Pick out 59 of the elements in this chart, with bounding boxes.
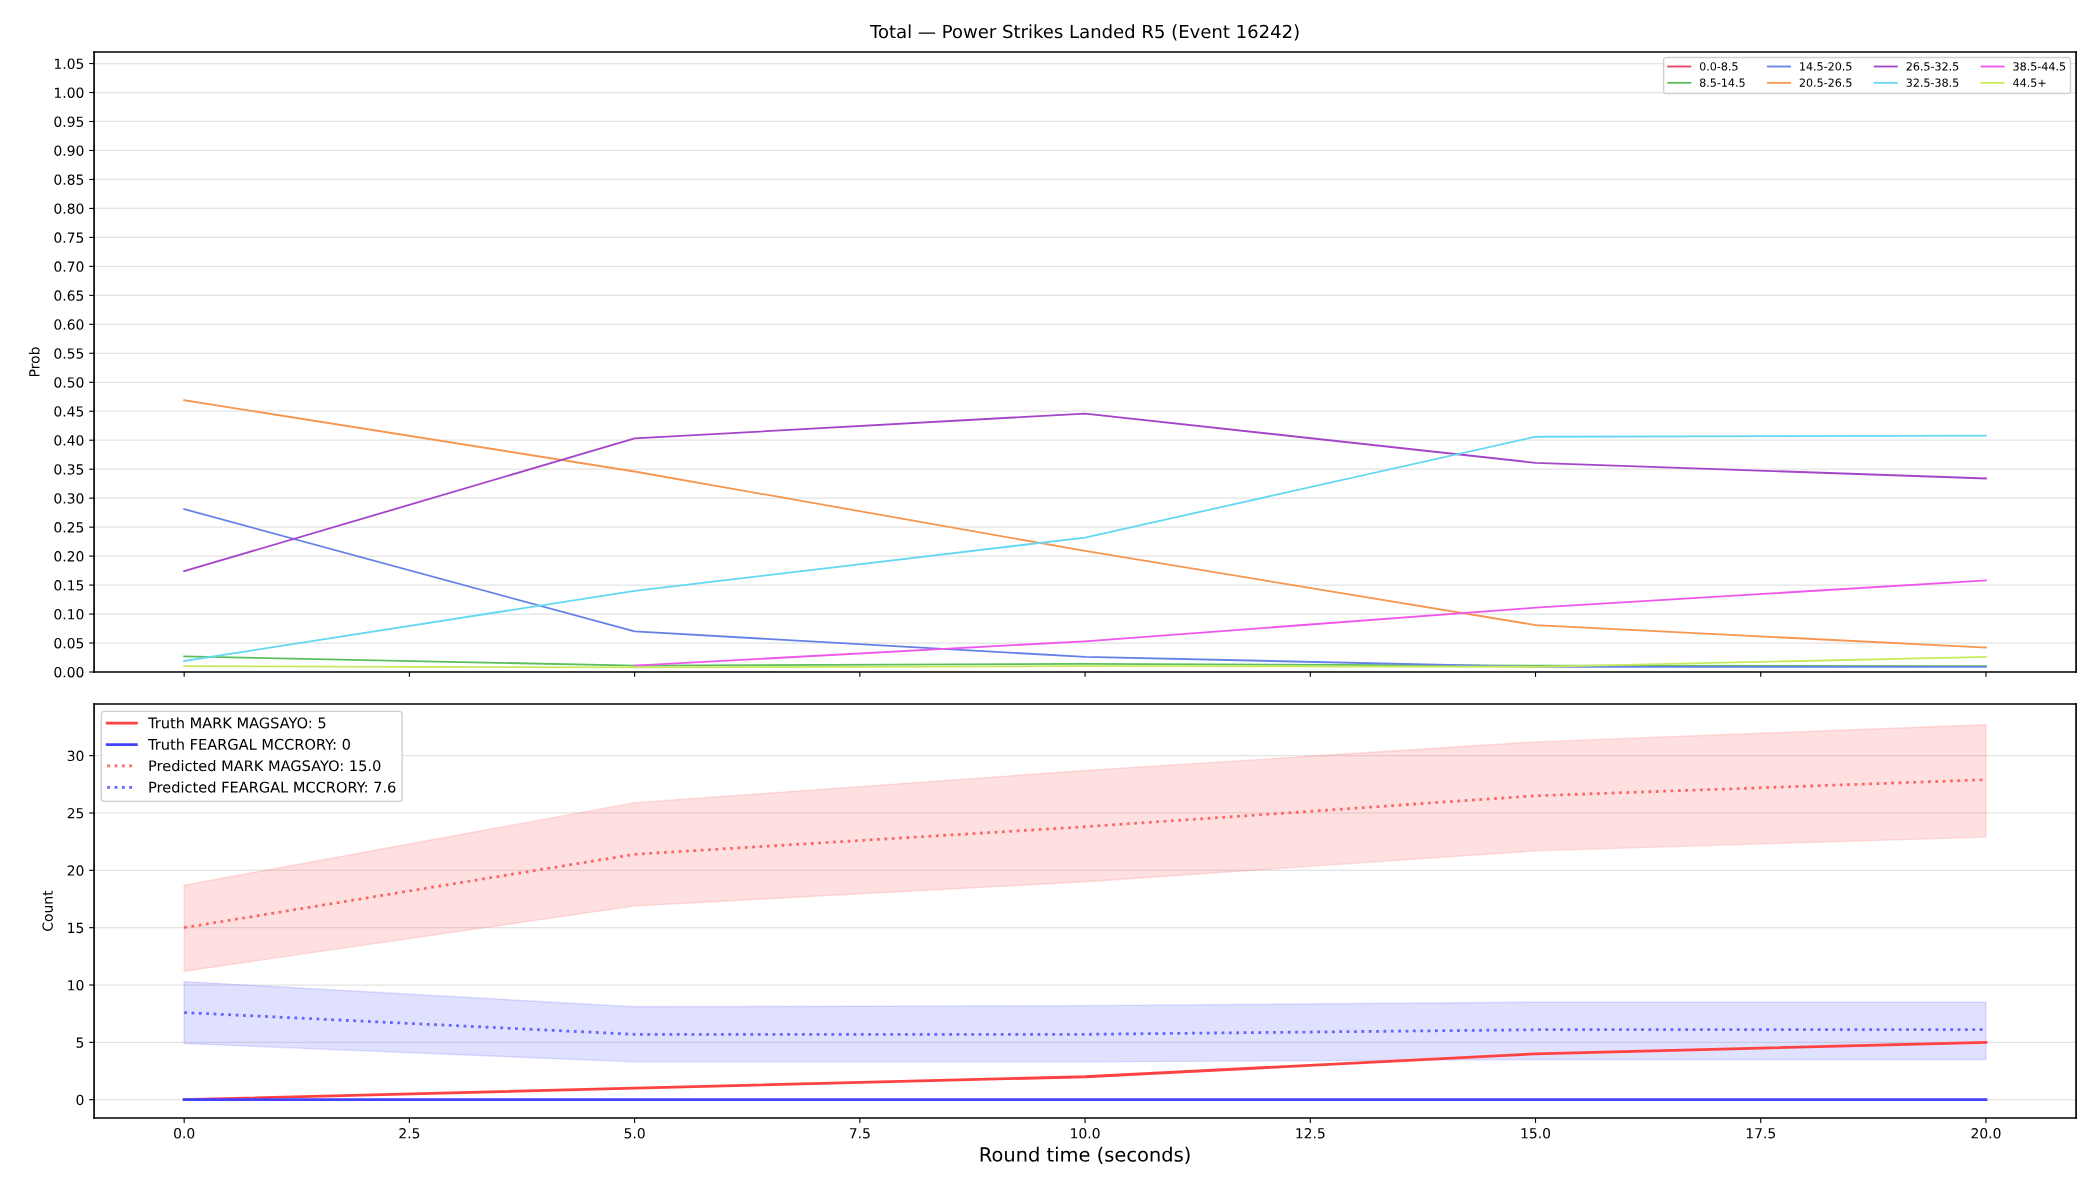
y-tick-label: 20 [67,865,84,876]
legend-label: 32.5-38.5 [1906,78,1959,87]
x-axis-title: Round time (seconds) [980,1146,1190,1165]
line-series [633,579,1987,667]
legend-label: Truth FEARGAL MCCRORY: 0 [148,738,350,750]
y-tick-label: 0.20 [54,551,84,562]
y-tick-label: 0.10 [54,609,84,620]
y-tick-label: 0.65 [54,290,84,301]
x-tick-label: 20.0 [1971,1128,2001,1139]
y-tick-label: 30 [67,750,84,762]
y-tick-label: 0.90 [54,145,84,156]
y-tick-label: 0.80 [54,203,84,214]
y-axis-title: Count [42,890,53,931]
x-tick-label: 0.0 [174,1128,195,1139]
y-tick-label: 0.00 [54,666,84,678]
legend-label: 38.5-44.5 [2013,62,2066,71]
legend-label: 8.5-14.5 [1699,78,1745,87]
legend-label: 0.0-8.5 [1699,62,1738,71]
y-tick-label: 0.45 [54,406,84,417]
legend-label: 20.5-26.5 [1799,78,1852,87]
y-tick-label: 0.35 [54,464,84,475]
line-series [183,434,1987,662]
y-tick-label: 0.75 [54,232,84,243]
legend-label: Predicted FEARGAL MCCRORY: 7.6 [149,781,396,793]
y-axis-title: Prob [28,347,40,377]
line-series [183,508,1987,668]
x-tick-label: 10.0 [1071,1128,1100,1139]
y-tick-label: 5 [76,1037,84,1048]
legend-label: Truth MARK MAGSAYO: 5 [148,717,326,729]
y-tick-label: 0.40 [54,435,84,446]
legend-label: 26.5-32.5 [1906,62,1959,71]
y-tick-label: 0.05 [54,637,84,649]
y-tick-label: 0.95 [54,116,84,127]
x-tick-label: 5.0 [624,1128,645,1139]
line-series [183,412,1987,573]
y-tick-label: 0.70 [54,261,84,272]
x-tick-label: 12.5 [1296,1128,1325,1139]
y-tick-label: 0.60 [54,319,84,330]
y-tick-label: 0 [76,1094,84,1106]
y-tick-label: 0.25 [54,522,84,533]
legend-label: 14.5-20.5 [1800,62,1852,71]
y-tick-label: 15 [68,922,84,934]
legend-label: Predicted MARK MAGSAYO: 15.0 [149,759,381,772]
y-tick-label: 1.00 [54,87,84,98]
x-tick-label: 7.5 [849,1128,870,1139]
x-tick-label: 2.5 [399,1128,420,1139]
line-series [183,399,1987,649]
y-tick-label: 1.05 [54,58,84,70]
y-tick-label: 10 [68,979,84,991]
y-tick-label: 0.30 [54,493,84,504]
x-tick-label: 17.5 [1746,1128,1775,1139]
y-tick-label: 0.15 [54,580,84,591]
x-tick-label: 15.0 [1521,1128,1551,1139]
y-tick-label: 0.50 [54,377,84,388]
y-tick-label: 0.85 [54,174,84,185]
y-tick-label: 0.55 [54,348,84,359]
chart-title: Total — Power Strikes Landed R5 (Event 16242) [869,24,1299,41]
legend-label: 44.5+ [2013,78,2046,87]
y-tick-label: 25 [67,807,84,819]
